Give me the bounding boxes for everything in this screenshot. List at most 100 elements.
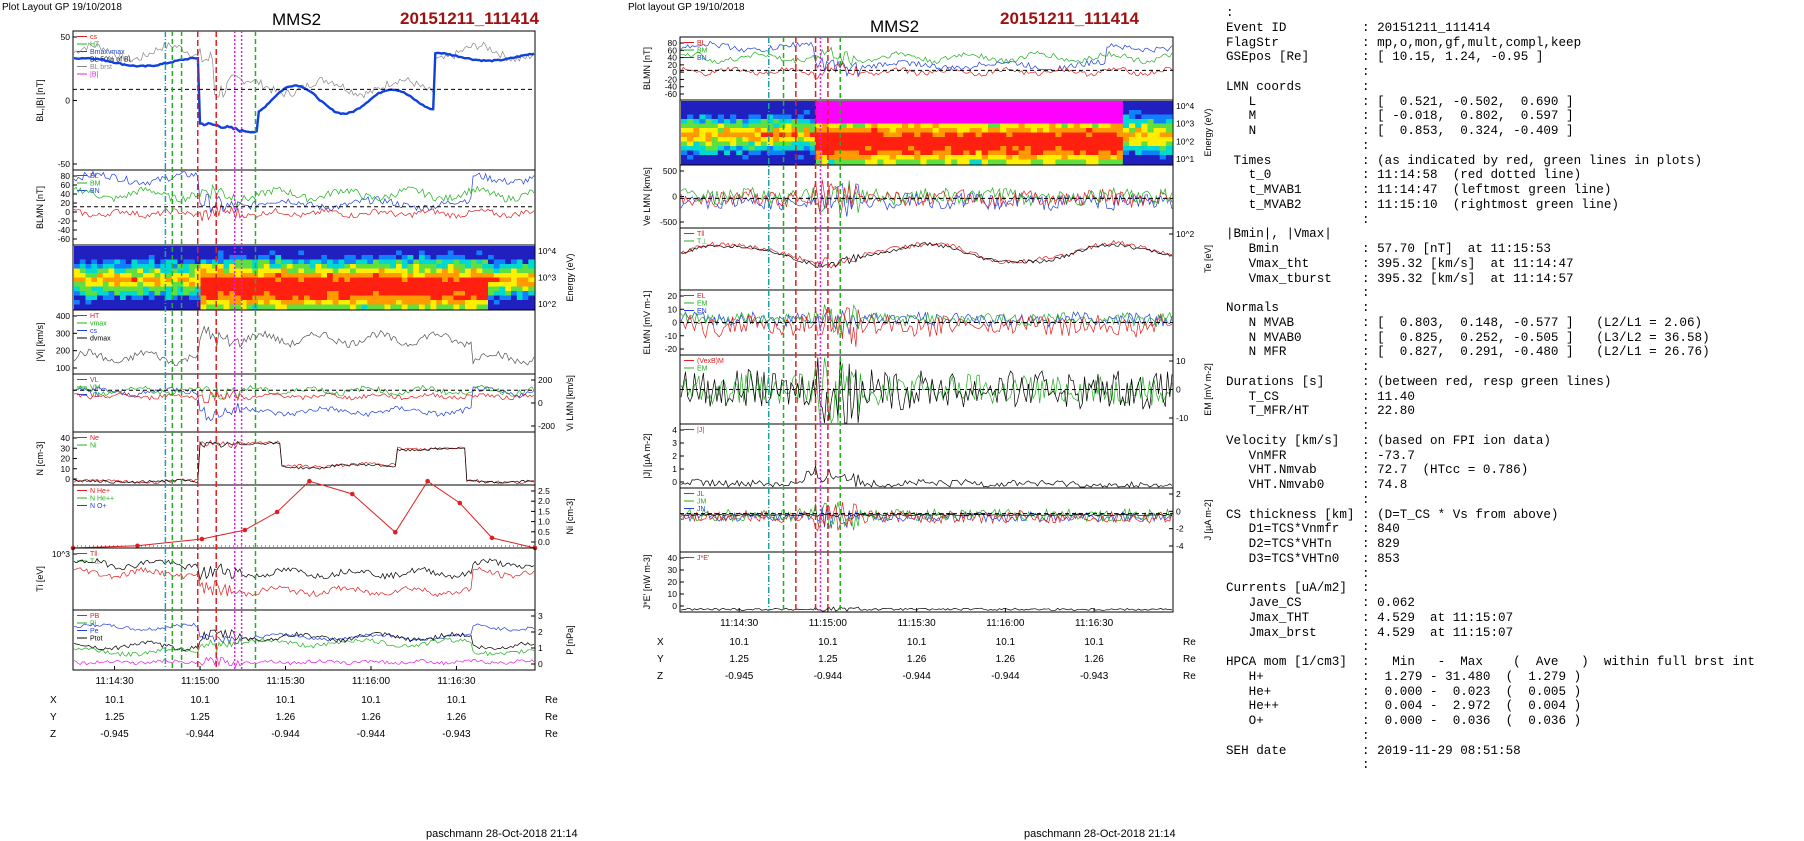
spectrogram-cell (275, 282, 282, 288)
spectrogram-cell (309, 273, 317, 279)
spectrogram-cell (730, 137, 737, 143)
spectrogram-cell (1030, 141, 1038, 147)
info-line: Vmax_tburst: 395.32 [km/s] at 11:14:57 (1226, 272, 1800, 287)
spectrogram-cell (476, 304, 483, 310)
spectrogram-cell (246, 273, 253, 279)
spectrogram-cell (1135, 114, 1142, 120)
spectrogram-cell (1067, 141, 1075, 147)
spectrogram-cell (390, 282, 397, 288)
spectrogram-cell (687, 110, 694, 116)
spectrogram-cell (760, 146, 768, 152)
spectrogram-cell (183, 295, 190, 301)
spectrogram-cell (361, 259, 368, 265)
info-value: : (1362, 65, 1370, 79)
info-line: VHT.Nmvab: 72.7 (HTcc = 0.786) (1226, 463, 1800, 478)
spectrogram-cell (1024, 119, 1032, 125)
spectrogram-cell (938, 119, 946, 125)
spectrogram-cell (252, 300, 259, 306)
spectrogram-cell (883, 123, 891, 129)
spectrogram-cell (938, 146, 946, 152)
spectrogram-cell (987, 159, 995, 165)
spectrogram-cell (240, 246, 248, 252)
spectrogram-cell (407, 277, 414, 283)
spectrogram-cell (951, 123, 958, 129)
info-key: H+ (1226, 669, 1264, 684)
spectrogram-cell (1147, 141, 1155, 147)
spectrogram-cell (1122, 159, 1130, 165)
spectrogram-cell (914, 132, 921, 138)
spectrogram-cell (1116, 159, 1124, 165)
spectrogram-cell (1165, 119, 1173, 125)
spectrogram-cell (114, 304, 121, 310)
spectrogram-cell (1030, 132, 1038, 138)
spectrogram-cell (693, 137, 700, 143)
spectrogram-cell (895, 105, 903, 111)
spectrogram-cell (994, 146, 1001, 152)
y-tick-label: -10 (665, 331, 678, 341)
spectrogram-cell (344, 304, 351, 310)
spectrogram-cell (447, 255, 455, 261)
spectrogram-cell (258, 304, 265, 310)
spectrogram-cell (373, 250, 380, 256)
info-value: : 840 (1362, 522, 1400, 537)
spectrogram-cell (1141, 155, 1148, 161)
spectrogram-cell (785, 110, 792, 116)
spectrogram-cell (263, 250, 271, 256)
spectrogram-cell (350, 273, 357, 279)
spectrogram-cell (1043, 128, 1050, 134)
y-axis-label: Ve LMN [km/s] (642, 167, 652, 226)
spectrogram-cell (791, 119, 799, 125)
legend-entry: T⊥ (697, 239, 707, 246)
spectrogram-cell (1061, 150, 1069, 156)
spectrogram-cell (840, 155, 848, 161)
spectrogram-cell (1122, 119, 1130, 125)
spectrogram-cell (459, 250, 466, 256)
spectrogram-cell (852, 155, 860, 161)
info-value: : [ 0.825, 0.252, -0.505 ] (L3/L2 = 36.5… (1362, 330, 1710, 345)
spectrogram-cell (920, 105, 928, 111)
spectrogram-cell (742, 141, 750, 147)
y-tick-label: 10^2 (538, 299, 556, 309)
spectrogram-cell (488, 291, 495, 297)
spectrogram-cell (1006, 114, 1013, 120)
spectrogram-cell (286, 295, 294, 301)
spectrogram-cell (85, 291, 92, 297)
spectrogram-cell (171, 255, 179, 261)
info-key: M (1226, 109, 1257, 124)
spectrogram-cell (717, 159, 725, 165)
spectrogram-cell (396, 250, 403, 256)
spectrogram-cell (1079, 128, 1087, 134)
info-value: : (1362, 566, 1370, 581)
info-line: Jmax_brst: 4.529 at 11:15:07 (1226, 626, 1800, 641)
spectrogram-cell (206, 286, 213, 292)
spectrogram-cell (1086, 132, 1093, 138)
spectrogram-cell (791, 110, 799, 116)
spectrogram-cell (309, 304, 317, 310)
spectrogram-cell (871, 159, 878, 165)
spectrogram-cell (791, 132, 799, 138)
spectrogram-cell (384, 264, 391, 270)
spectrogram-cell (258, 259, 265, 265)
spectrogram-cell (711, 110, 719, 116)
spectrogram-cell (281, 291, 288, 297)
legend-entry: PB (90, 613, 100, 620)
spectrogram-cell (240, 300, 248, 306)
spectrogram-cell (235, 273, 242, 279)
spectrogram-cell (994, 141, 1001, 147)
x-tick-label: 11:15:00 (809, 618, 848, 629)
spectrogram-cell (137, 246, 144, 252)
spectrogram-cell (987, 101, 995, 107)
spectrogram-cell (108, 295, 115, 301)
spectrogram-cell (355, 291, 363, 297)
spectrogram-cell (453, 268, 460, 274)
spectrogram-cell (705, 123, 713, 129)
spectrogram-cell (154, 282, 161, 288)
y-tick-label: -500 (660, 217, 677, 227)
spectrogram-cell (1018, 101, 1026, 107)
spectrogram-cell (355, 304, 363, 310)
spectrogram-cell (1024, 128, 1032, 134)
spectrogram-cell (938, 101, 946, 107)
spectrogram-cell (1073, 159, 1081, 165)
spectrogram-cell (74, 300, 81, 306)
